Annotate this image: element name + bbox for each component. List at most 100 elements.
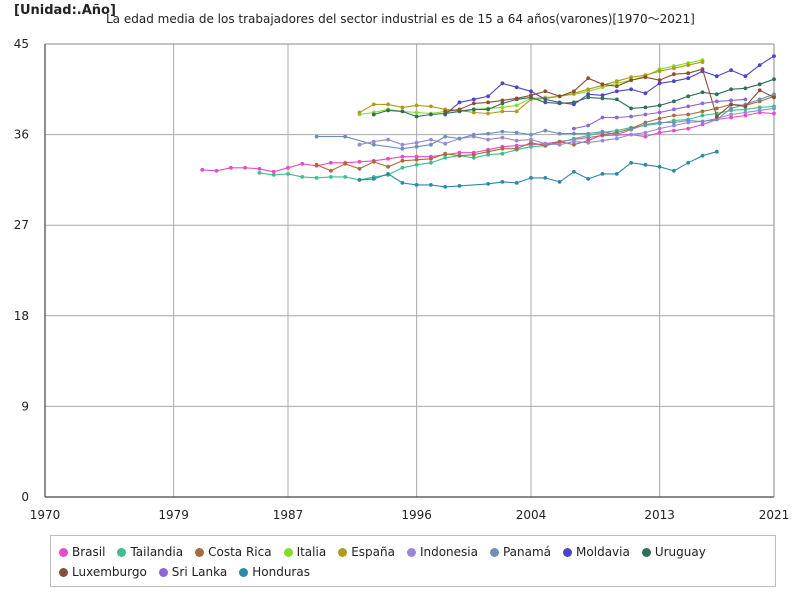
- data-point-moldavia: [586, 92, 591, 97]
- data-point-costa-rica: [400, 158, 405, 163]
- data-point-uruguay: [757, 82, 762, 87]
- data-point-luxemburgo: [729, 102, 733, 107]
- data-point-indonesia: [514, 138, 519, 143]
- data-point-luxemburgo: [471, 101, 476, 106]
- data-point-luxemburgo: [486, 100, 490, 105]
- data-point-honduras: [529, 176, 533, 180]
- data-point-luxemburgo: [714, 114, 719, 119]
- data-point-moldavia: [529, 89, 533, 94]
- data-point-luxemburgo: [672, 72, 676, 77]
- data-point-honduras: [657, 164, 662, 169]
- data-point-panama: [657, 120, 662, 125]
- data-point-luxemburgo: [557, 94, 562, 99]
- legend-item[interactable]: Luxemburgo: [59, 562, 147, 582]
- data-point-costa-rica: [529, 140, 533, 145]
- data-point-honduras: [600, 172, 605, 176]
- legend-swatch: [489, 547, 499, 557]
- data-point-uruguay: [400, 109, 405, 114]
- data-point-indonesia: [572, 139, 576, 144]
- data-point-sri-lanka: [672, 107, 676, 112]
- data-point-brasil: [414, 154, 419, 159]
- data-point-panama: [543, 128, 548, 133]
- data-point-brasil: [300, 161, 305, 166]
- data-point-tailandia: [486, 152, 490, 157]
- x-tick-label: 1979: [158, 508, 189, 522]
- data-point-costa-rica: [329, 168, 333, 173]
- data-point-tailandia: [500, 151, 505, 156]
- data-point-sri-lanka: [743, 97, 748, 102]
- data-point-uruguay: [700, 90, 705, 95]
- legend-swatch: [283, 547, 293, 557]
- data-point-espana: [414, 103, 419, 108]
- data-point-panama: [572, 131, 576, 136]
- data-point-indonesia: [529, 137, 533, 142]
- data-point-tailandia: [529, 144, 533, 149]
- data-point-panama: [600, 129, 605, 134]
- legend-item[interactable]: Brasil: [59, 542, 105, 562]
- legend-item[interactable]: Costa Rica: [195, 542, 272, 562]
- data-point-brasil: [686, 126, 691, 131]
- data-point-moldavia: [757, 63, 762, 67]
- legend-label: Luxemburgo: [72, 565, 147, 579]
- data-point-luxemburgo: [543, 89, 548, 94]
- legend-item[interactable]: España: [338, 542, 395, 562]
- data-point-moldavia: [600, 93, 605, 98]
- y-tick-label: 36: [14, 128, 29, 142]
- data-point-brasil: [200, 167, 205, 172]
- data-point-uruguay: [586, 95, 591, 100]
- data-point-brasil: [257, 166, 262, 171]
- data-point-honduras: [386, 172, 390, 176]
- data-point-luxemburgo: [457, 107, 462, 112]
- data-point-luxemburgo: [700, 67, 705, 72]
- data-point-uruguay: [471, 107, 476, 112]
- data-point-sri-lanka: [686, 104, 691, 109]
- legend-item[interactable]: Tailandia: [117, 542, 183, 562]
- data-point-costa-rica: [686, 112, 691, 117]
- data-point-tailandia: [314, 176, 319, 180]
- data-point-indonesia: [429, 137, 433, 142]
- data-point-honduras: [543, 176, 548, 180]
- data-point-luxemburgo: [572, 89, 576, 94]
- legend-item[interactable]: Uruguay: [641, 542, 706, 562]
- data-point-honduras: [714, 149, 719, 154]
- legend: Brasil Tailandia Costa Rica Italia España Ind…: [50, 535, 776, 587]
- data-point-brasil: [214, 168, 219, 173]
- legend-item[interactable]: Sri Lanka: [158, 562, 228, 582]
- legend-swatch: [59, 547, 68, 557]
- series-honduras: [357, 149, 719, 189]
- data-point-moldavia: [629, 87, 633, 92]
- legend-label: Uruguay: [654, 545, 706, 559]
- data-point-panama: [471, 132, 476, 137]
- data-point-moldavia: [743, 74, 748, 79]
- data-point-moldavia: [514, 85, 519, 90]
- data-point-costa-rica: [600, 132, 605, 137]
- data-point-espana: [386, 102, 390, 107]
- data-point-sri-lanka: [700, 101, 705, 106]
- legend-item[interactable]: Italia: [283, 542, 326, 562]
- data-point-luxemburgo: [743, 104, 748, 109]
- data-point-moldavia: [614, 89, 619, 94]
- data-point-panama: [672, 120, 676, 125]
- data-point-tailandia: [471, 155, 476, 160]
- legend-item[interactable]: Honduras: [239, 562, 310, 582]
- series-costa-rica: [314, 94, 776, 173]
- legend-label: Moldavia: [576, 545, 630, 559]
- series-line-moldavia: [444, 55, 775, 115]
- data-point-indonesia: [386, 137, 390, 142]
- data-point-brasil: [729, 115, 733, 120]
- data-point-uruguay: [557, 101, 562, 106]
- y-tick-label: 18: [14, 309, 29, 323]
- data-point-tailandia: [271, 173, 276, 177]
- legend-item[interactable]: Moldavia: [563, 542, 630, 562]
- legend-item[interactable]: Panamá: [489, 542, 551, 562]
- legend-label: Sri Lanka: [171, 565, 228, 579]
- chart-title: La edad media de los trabajadores del se…: [106, 12, 695, 26]
- data-point-panama: [586, 131, 591, 136]
- data-point-espana: [486, 111, 490, 116]
- legend-item[interactable]: Indonesia: [406, 542, 478, 562]
- data-point-uruguay: [500, 101, 505, 106]
- data-point-indonesia: [443, 141, 448, 146]
- data-point-luxemburgo: [500, 98, 505, 103]
- data-point-tailandia: [343, 175, 348, 179]
- data-point-costa-rica: [700, 109, 705, 114]
